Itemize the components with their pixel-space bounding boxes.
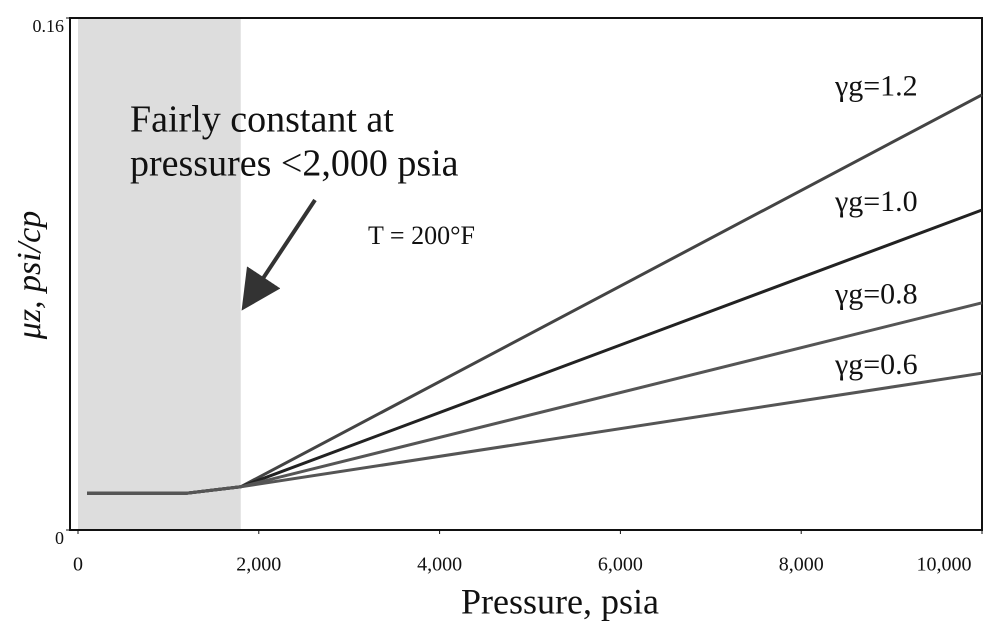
x-tick-label: 2,000 (236, 554, 281, 576)
series-label: γg=0.6 (834, 348, 918, 381)
x-tick-label: 8,000 (779, 554, 824, 576)
arrow (241, 198, 317, 311)
annotation: pressures <2,000 psia (130, 143, 459, 185)
x-tick-label: 0 (73, 554, 83, 576)
y-axis-label: μz, psi/cp (11, 211, 48, 341)
series-label: γg=0.8 (834, 278, 918, 311)
plot-frame (69, 17, 983, 531)
x-tick-label: 6,000 (598, 554, 643, 576)
annotation: Fairly constant at (130, 99, 394, 141)
x-tick-label: 10,000 (917, 554, 972, 576)
series-label: γg=1.2 (834, 70, 918, 103)
series-label: γg=1.0 (834, 185, 918, 218)
series-line (87, 371, 983, 495)
annotation: T = 200°F (368, 221, 475, 250)
x-axis-label: Pressure, psia (461, 581, 659, 621)
x-tick-label: 4,000 (417, 554, 462, 576)
shaded-region (78, 18, 241, 530)
y-tick-label: 0.16 (33, 16, 65, 36)
y-tick-label: 0 (55, 528, 64, 548)
